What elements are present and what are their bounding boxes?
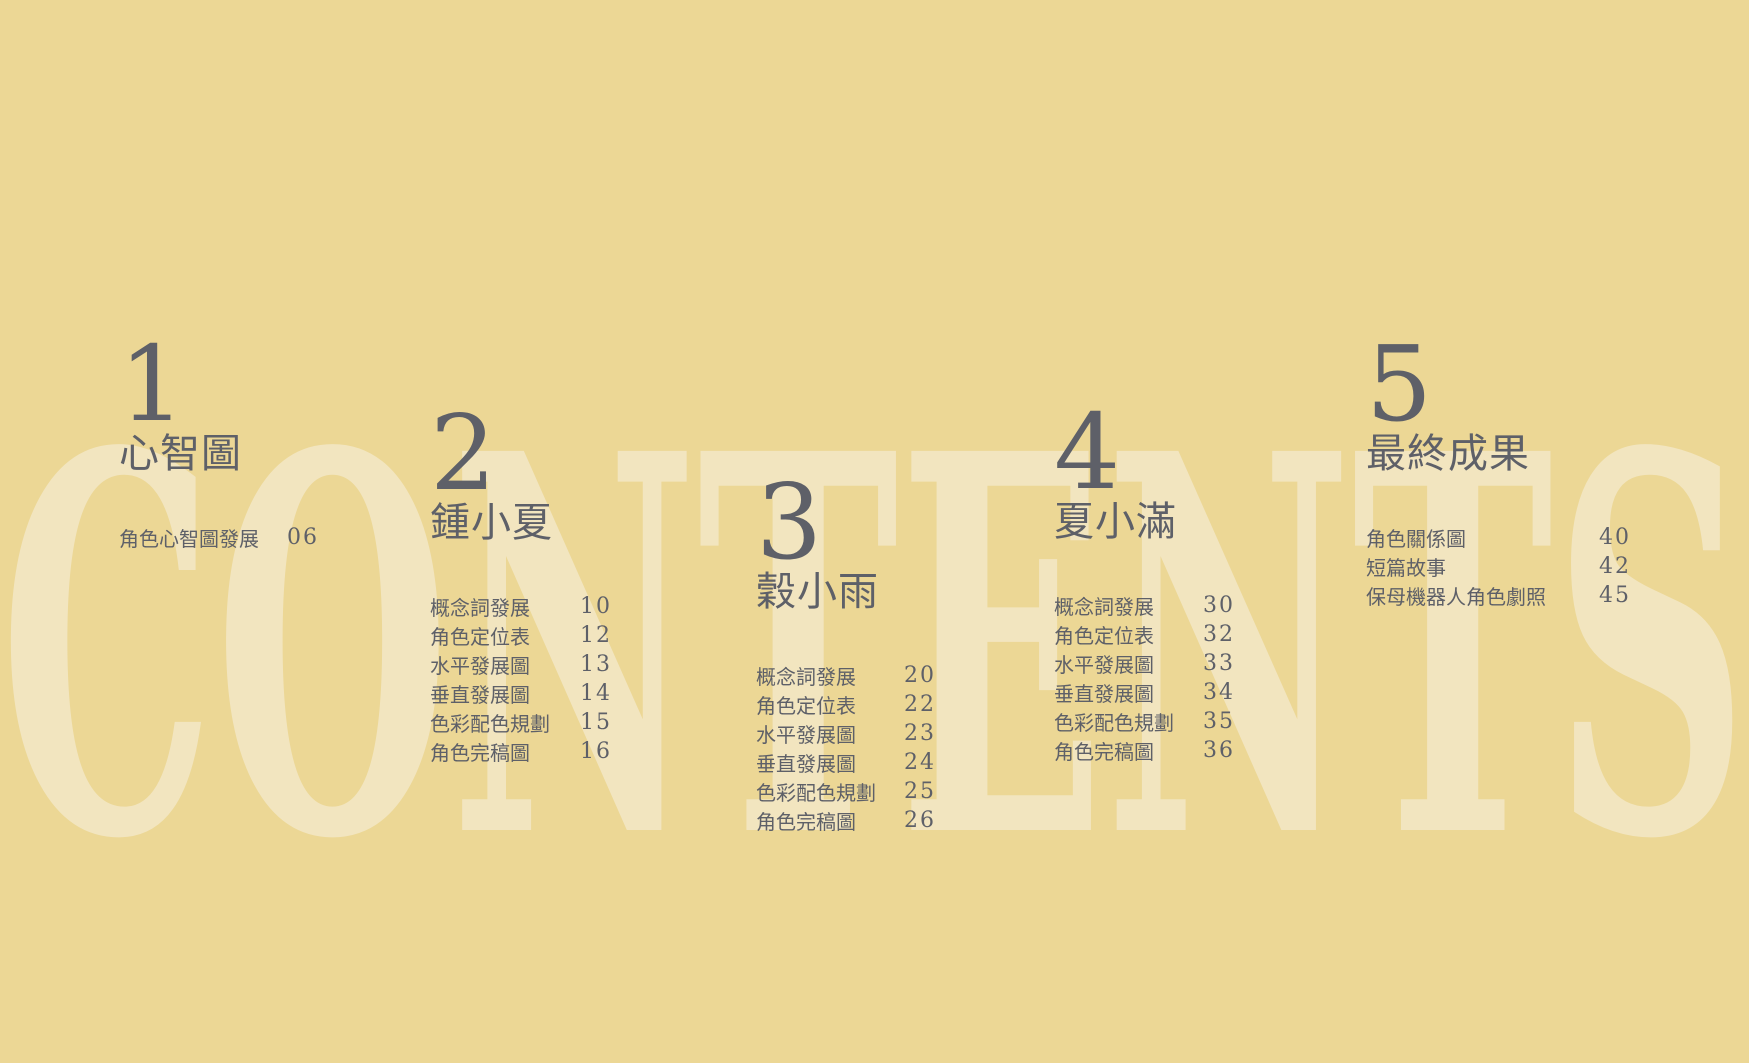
section-title: 夏小滿: [1054, 499, 1177, 545]
toc-entry-page: 06: [287, 525, 319, 550]
section-title: 最終成果: [1366, 431, 1530, 477]
toc-entry-label: 角色定位表: [756, 694, 856, 718]
toc-entry-page: 16: [580, 739, 612, 764]
toc-entry-label: 角色完稿圖: [1054, 740, 1154, 764]
toc-entry[interactable]: 概念詞發展 30: [1054, 591, 1235, 620]
toc-entry[interactable]: 垂直發展圖 34: [1054, 678, 1235, 707]
toc-entry-label: 垂直發展圖: [430, 683, 530, 707]
toc-entry[interactable]: 垂直發展圖 14: [430, 679, 612, 708]
toc-entry[interactable]: 角色定位表 22: [756, 690, 936, 719]
toc-entry-page: 23: [904, 721, 936, 746]
toc-entry-page: 25: [904, 779, 936, 804]
toc-entry-page: 32: [1203, 622, 1235, 647]
toc-entry[interactable]: 角色定位表 12: [430, 621, 612, 650]
toc-entry-page: 42: [1599, 554, 1631, 579]
toc-entry-page: 15: [580, 710, 612, 735]
toc-entry-page: 12: [580, 623, 612, 648]
section-number: 3: [756, 461, 823, 583]
toc-entry-label: 垂直發展圖: [1054, 682, 1154, 706]
toc-entry-label: 角色定位表: [430, 625, 530, 649]
toc-entry-label: 色彩配色規劃: [1054, 711, 1174, 735]
toc-entry-label: 概念詞發展: [756, 665, 856, 689]
toc-entry[interactable]: 短篇故事 42: [1366, 552, 1631, 581]
toc-section-3: 3 穀小雨 概念詞發展 20 角色定位表 22 水平發展圖 23 垂直發展圖 2…: [756, 461, 934, 834]
toc-entry[interactable]: 角色定位表 32: [1054, 620, 1235, 649]
toc-section-1: 1 心智圖 角色心智圖發展 06: [119, 323, 317, 551]
section-number: 5: [1366, 323, 1433, 445]
toc-entry[interactable]: 色彩配色規劃 15: [430, 708, 612, 737]
toc-entry[interactable]: 水平發展圖 33: [1054, 649, 1235, 678]
toc-entry[interactable]: 角色心智圖發展 06: [119, 523, 319, 552]
toc-entry-page: 30: [1203, 593, 1235, 618]
contents-background-word: CONTENTS: [0, 342, 1749, 950]
toc-entry-page: 26: [904, 808, 936, 833]
toc-entry-label: 概念詞發展: [1054, 595, 1154, 619]
toc-entry[interactable]: 保母機器人角色劇照 45: [1366, 581, 1631, 610]
toc-entry-label: 角色定位表: [1054, 624, 1154, 648]
toc-entry[interactable]: 角色完稿圖 16: [430, 737, 612, 766]
toc-section-2: 2 鍾小夏 概念詞發展 10 角色定位表 12 水平發展圖 13 垂直發展圖 1…: [430, 392, 610, 765]
toc-entry[interactable]: 角色完稿圖 26: [756, 806, 936, 835]
contents-background-text: CONTENTS: [0, 342, 1749, 950]
toc-section-4: 4 夏小滿 概念詞發展 30 角色定位表 32 水平發展圖 33 垂直發展圖 3…: [1054, 391, 1233, 764]
section-title: 穀小雨: [756, 569, 879, 615]
toc-entry-page: 22: [904, 692, 936, 717]
toc-entry-label: 角色完稿圖: [756, 810, 856, 834]
toc-entry-page: 33: [1203, 651, 1235, 676]
toc-entry-page: 13: [580, 652, 612, 677]
section-title: 鍾小夏: [430, 500, 553, 546]
section-item-list: 概念詞發展 10 角色定位表 12 水平發展圖 13 垂直發展圖 14 色彩配色…: [430, 592, 612, 766]
section-number: 4: [1054, 391, 1121, 513]
toc-entry[interactable]: 水平發展圖 13: [430, 650, 612, 679]
toc-entry[interactable]: 色彩配色規劃 25: [756, 777, 936, 806]
toc-entry[interactable]: 角色關係圖 40: [1366, 523, 1631, 552]
toc-entry[interactable]: 角色完稿圖 36: [1054, 736, 1235, 765]
toc-entry[interactable]: 垂直發展圖 24: [756, 748, 936, 777]
toc-entry-page: 35: [1203, 709, 1235, 734]
section-item-list: 概念詞發展 20 角色定位表 22 水平發展圖 23 垂直發展圖 24 色彩配色…: [756, 661, 936, 835]
toc-entry-label: 保母機器人角色劇照: [1366, 585, 1546, 609]
toc-entry-page: 34: [1203, 680, 1235, 705]
section-item-list: 角色心智圖發展 06: [119, 523, 319, 552]
toc-entry-page: 45: [1599, 583, 1631, 608]
toc-entry-page: 14: [580, 681, 612, 706]
toc-entry-label: 短篇故事: [1366, 556, 1446, 580]
toc-entry-label: 色彩配色規劃: [430, 712, 550, 736]
section-number: 2: [430, 392, 497, 514]
toc-entry-label: 概念詞發展: [430, 596, 530, 620]
toc-entry[interactable]: 水平發展圖 23: [756, 719, 936, 748]
toc-entry-label: 水平發展圖: [1054, 653, 1154, 677]
toc-entry-page: 24: [904, 750, 936, 775]
toc-entry[interactable]: 概念詞發展 10: [430, 592, 612, 621]
toc-entry-page: 36: [1203, 738, 1235, 763]
toc-entry-label: 水平發展圖: [430, 654, 530, 678]
toc-entry-label: 垂直發展圖: [756, 752, 856, 776]
toc-entry-label: 角色完稿圖: [430, 741, 530, 765]
toc-entry[interactable]: 色彩配色規劃 35: [1054, 707, 1235, 736]
section-title: 心智圖: [119, 431, 242, 477]
section-number: 1: [119, 323, 186, 445]
section-item-list: 概念詞發展 30 角色定位表 32 水平發展圖 33 垂直發展圖 34 色彩配色…: [1054, 591, 1235, 765]
toc-entry-label: 角色心智圖發展: [119, 527, 259, 551]
toc-entry-label: 色彩配色規劃: [756, 781, 876, 805]
toc-entry-page: 10: [580, 594, 612, 619]
toc-entry-label: 水平發展圖: [756, 723, 856, 747]
toc-section-5: 5 最終成果 角色關係圖 40 短篇故事 42 保母機器人角色劇照 45: [1366, 323, 1629, 609]
toc-entry[interactable]: 概念詞發展 20: [756, 661, 936, 690]
toc-entry-page: 20: [904, 663, 936, 688]
toc-entry-label: 角色關係圖: [1366, 527, 1466, 551]
section-item-list: 角色關係圖 40 短篇故事 42 保母機器人角色劇照 45: [1366, 523, 1631, 610]
toc-entry-page: 40: [1599, 525, 1631, 550]
